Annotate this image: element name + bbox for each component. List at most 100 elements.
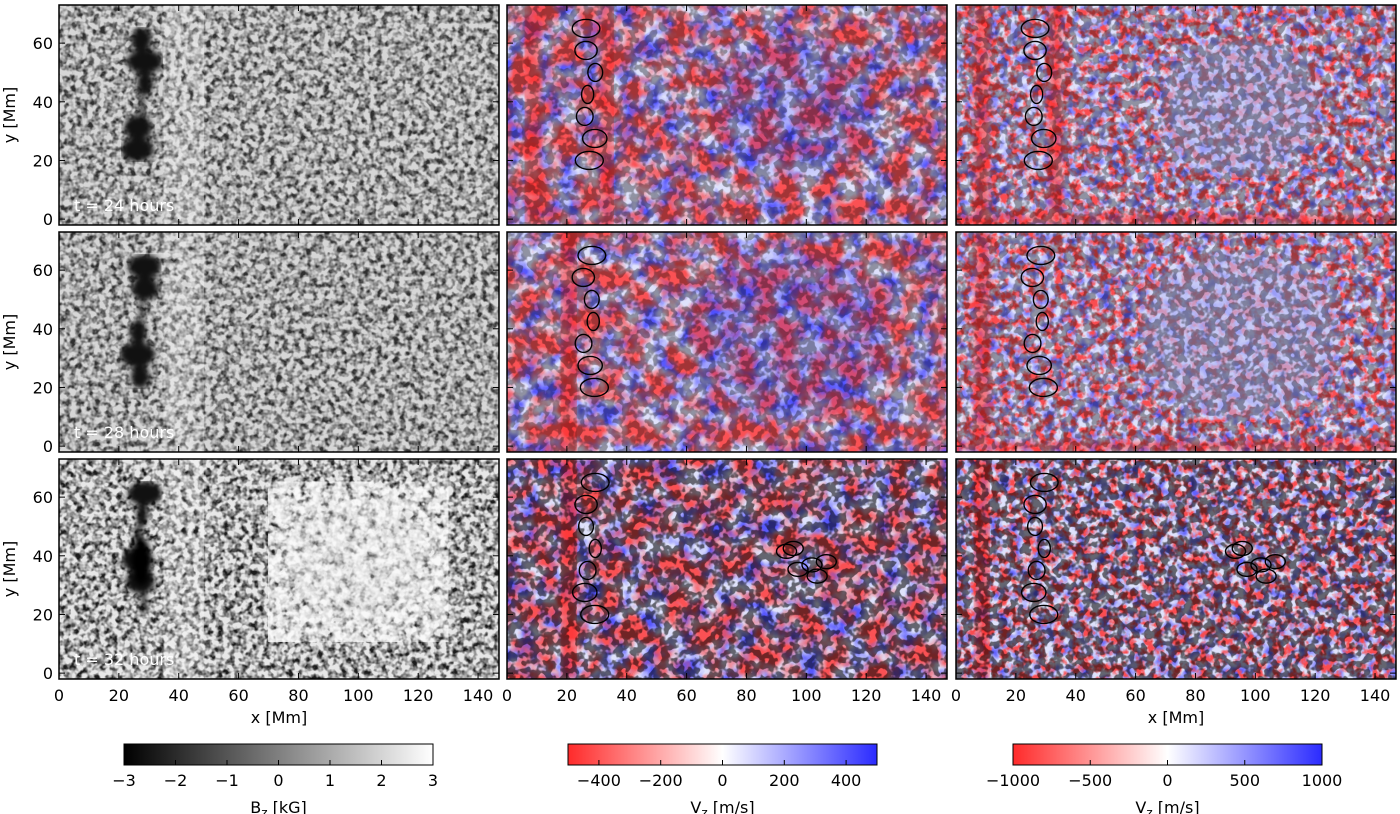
contour [574,333,593,354]
colorbars: −3 −2 −1 0 1 2 3 Bz [kG] −400 −200 0 200 400 Vz [m/s]… [112,743,1342,814]
contour [806,568,828,584]
colorbar-1: −3 −2 −1 0 1 2 3 Bz [kG] [112,743,438,814]
contour [1026,516,1044,537]
contour [571,18,601,39]
contour [1029,84,1044,105]
panel-r3-c1: t = 32 hours 0 20 40 60 y [Mm] 0 20 40 60 80 100 120… [0,458,500,727]
contour [586,311,600,332]
colorbar-tick-label: 0 [273,771,283,790]
contour [1023,40,1047,61]
y-tick-label: 60 [33,488,53,507]
panel-r1-c2 [506,4,948,226]
contour [580,604,610,625]
time-label: t = 24 hours [74,196,174,215]
contour [574,40,598,61]
contour [574,494,598,515]
panel-image [507,232,947,452]
panel-r1-c3 [955,4,1397,226]
x-tick-label: 100 [1240,686,1271,705]
contour [587,62,604,83]
contour [801,557,823,573]
y-tick-label: 20 [33,605,53,624]
contour [782,540,804,557]
panel-frame [58,458,500,680]
panel-r2-c3 [955,231,1397,453]
panel-r3-c2: 0 20 40 60 80 100 120 140 [502,458,948,705]
time-label: t = 32 hours [74,650,174,669]
x-tick-label: 140 [463,686,494,705]
x-tick-label: 120 [403,686,434,705]
panel-frame [506,458,948,680]
x-tick-label: 20 [1006,686,1026,705]
panel-frame [955,458,1397,680]
panel-image [956,232,1396,452]
x-tick-label: 20 [109,686,129,705]
contour [1224,543,1247,560]
x-tick-label: 60 [1125,686,1145,705]
contour [1036,62,1053,83]
panel-image [507,459,947,679]
contour [1029,472,1059,493]
contour [1250,557,1272,573]
x-tick-label: 60 [676,686,696,705]
contour [1255,568,1277,584]
contour [1236,561,1258,578]
contour [577,516,595,537]
contour [1264,553,1287,570]
y-tick-label: 40 [33,320,53,339]
x-axis-label: x [Mm] [1148,708,1204,727]
x-tick-label: 20 [557,686,577,705]
colorbar-tick-label: −1 [215,771,239,790]
x-tick-label: 120 [851,686,882,705]
contour [1020,18,1050,39]
panel-frame [955,4,1397,226]
colorbar-2: −400 −200 0 200 400 Vz [m/s] [567,743,878,814]
colorbar-tick-label: −400 [577,771,621,790]
panel-image [507,5,947,225]
panel-image [59,232,499,452]
contour [1026,355,1053,376]
contour [1029,604,1059,625]
contour [1023,333,1042,354]
x-axis-label: x [Mm] [251,708,307,727]
contour [1032,289,1049,310]
colorbar-tick-label: −3 [112,771,136,790]
y-axis-label: y [Mm] [0,541,19,597]
colorbar-label: Bz [kG] [250,798,307,814]
contour [1020,267,1045,288]
x-tick-label: 140 [1360,686,1391,705]
colorbar-label: Vz [m/s] [1135,798,1199,814]
panel-image [956,459,1396,679]
colorbar-label: Vz [m/s] [690,798,754,814]
colorbar-tick-label: 500 [1229,771,1260,790]
x-tick-label: 100 [343,686,374,705]
y-axis-label: y [Mm] [0,87,19,143]
colorbar-tick-label: −500 [1068,771,1112,790]
colorbar-tick-label: 0 [717,771,727,790]
contour [775,543,798,560]
colorbar-tick-label: 2 [376,771,386,790]
contour [583,289,600,310]
contour [574,150,605,171]
panel-r2-c2 [506,231,948,453]
contour [571,267,596,288]
x-tick-label: 100 [791,686,822,705]
x-tick-label: 0 [951,686,961,705]
y-tick-label: 0 [43,437,53,456]
x-tick-label: 40 [617,686,637,705]
contour [575,106,594,127]
x-tick-label: 40 [1066,686,1086,705]
contour [588,538,602,559]
contour [580,472,610,493]
contour [577,245,607,266]
colorbar-tick-label: 1 [325,771,335,790]
panel-r2-c1: t = 28 hours 0 20 40 60 y [Mm] [0,231,500,456]
y-tick-label: 20 [33,378,53,397]
contour [571,582,598,603]
panel-frame [58,4,500,226]
time-label: t = 28 hours [74,423,174,442]
contour [1035,311,1049,332]
colorbar-tick-label: −2 [164,771,188,790]
panel-frame [506,4,948,226]
